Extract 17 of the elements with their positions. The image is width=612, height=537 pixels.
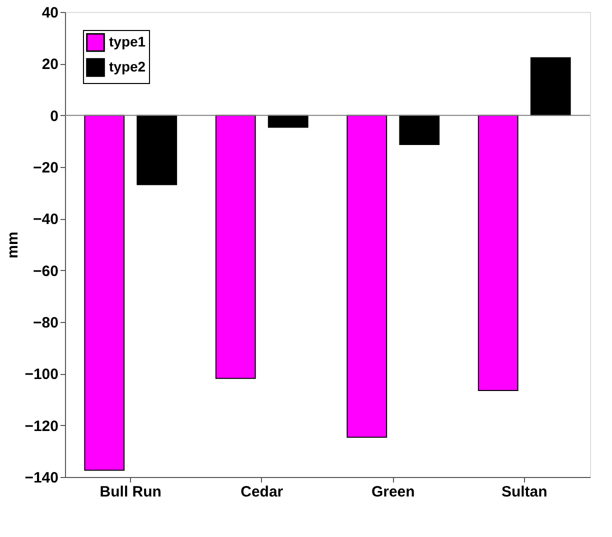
x-tick-label: Bull Run — [100, 484, 162, 500]
y-tick-label: 20 — [42, 56, 58, 74]
y-tick-label: 0 — [50, 108, 58, 125]
y-tick-label: −80 — [33, 314, 58, 332]
y-tick-label: −100 — [24, 366, 58, 384]
legend-label: type2 — [109, 58, 146, 74]
y-axis-title: mm — [4, 232, 22, 258]
y-tick-label: −120 — [24, 418, 58, 435]
legend-label: type1 — [109, 34, 146, 50]
y-tick-label: −20 — [33, 160, 58, 176]
x-tick-label: Green — [371, 484, 415, 500]
y-tick-label: −60 — [33, 262, 58, 280]
y-tick-label: −140 — [24, 470, 58, 486]
x-tick-label: Cedar — [240, 484, 284, 500]
x-tick-label: Sultan — [501, 484, 548, 500]
y-tick-label: −40 — [33, 211, 58, 228]
y-tick-label: 40 — [42, 4, 58, 22]
